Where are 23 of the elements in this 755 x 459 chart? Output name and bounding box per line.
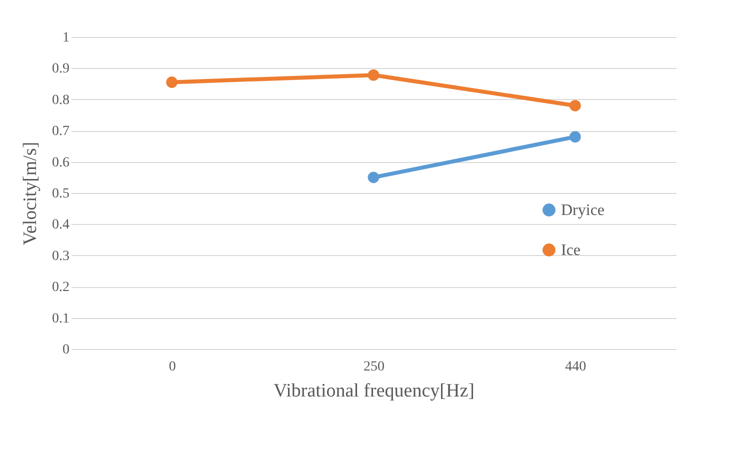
point bbox=[368, 69, 380, 81]
y-tick-label: 0.1 bbox=[52, 311, 70, 326]
point bbox=[166, 76, 178, 88]
y-tick-label: 0.2 bbox=[52, 280, 70, 296]
x-tick-label: 440 bbox=[565, 360, 586, 374]
y-tick-label: 0.9 bbox=[52, 62, 70, 77]
x-tick-label: 0 bbox=[168, 360, 176, 374]
y-tick-label: 0.3 bbox=[52, 248, 70, 264]
y-tick-label: 1 bbox=[62, 30, 70, 46]
y-tick-label: 0.4 bbox=[52, 218, 70, 233]
y-tick-label: 0.5 bbox=[52, 186, 70, 202]
point bbox=[368, 172, 380, 184]
y-tick-label: 0.8 bbox=[52, 92, 70, 108]
legend-label: Dryice bbox=[561, 202, 605, 219]
legend-label: Ice bbox=[561, 242, 581, 259]
x-tick-label: 250 bbox=[364, 360, 384, 374]
x-axis-title: Vibrational frequency[Hz] bbox=[274, 380, 474, 402]
y-tick-label: 0.6 bbox=[52, 155, 70, 170]
y-tick-label: 0 bbox=[62, 342, 70, 358]
y-tick-label: 0.7 bbox=[52, 124, 70, 140]
point bbox=[569, 131, 581, 143]
y-axis-title: Velocity[m/s] bbox=[20, 142, 41, 246]
point bbox=[569, 100, 581, 112]
